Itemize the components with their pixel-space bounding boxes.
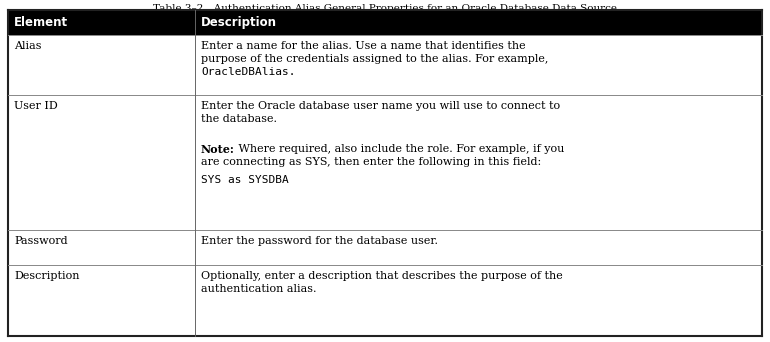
Text: Enter the password for the database user.: Enter the password for the database user… xyxy=(201,236,438,246)
Bar xyxy=(8,10,762,35)
Text: Enter a name for the alias. Use a name that identifies the: Enter a name for the alias. Use a name t… xyxy=(201,41,526,51)
Text: Table 3–2 Authentication Alias General Properties for an Oracle Database Data So: Table 3–2 Authentication Alias General P… xyxy=(153,4,617,13)
Text: Alias: Alias xyxy=(14,41,42,51)
Text: Element: Element xyxy=(14,16,68,29)
Text: Enter the Oracle database user name you will use to connect to: Enter the Oracle database user name you … xyxy=(201,101,560,111)
Text: authentication alias.: authentication alias. xyxy=(201,284,316,294)
Text: Password: Password xyxy=(14,236,68,246)
Text: Note:: Note: xyxy=(201,144,235,155)
Text: SYS as SYSDBA: SYS as SYSDBA xyxy=(201,175,289,185)
Text: purpose of the credentials assigned to the alias. For example,: purpose of the credentials assigned to t… xyxy=(201,54,548,64)
Text: the database.: the database. xyxy=(201,114,277,124)
Text: Description: Description xyxy=(14,271,79,281)
Text: User ID: User ID xyxy=(14,101,58,111)
Text: OracleDBAlias.: OracleDBAlias. xyxy=(201,67,296,77)
Text: are connecting as SYS, then enter the following in this field:: are connecting as SYS, then enter the fo… xyxy=(201,157,541,167)
Text: Description: Description xyxy=(201,16,277,29)
Text: Where required, also include the role. For example, if you: Where required, also include the role. F… xyxy=(235,144,564,154)
Text: Optionally, enter a description that describes the purpose of the: Optionally, enter a description that des… xyxy=(201,271,563,281)
